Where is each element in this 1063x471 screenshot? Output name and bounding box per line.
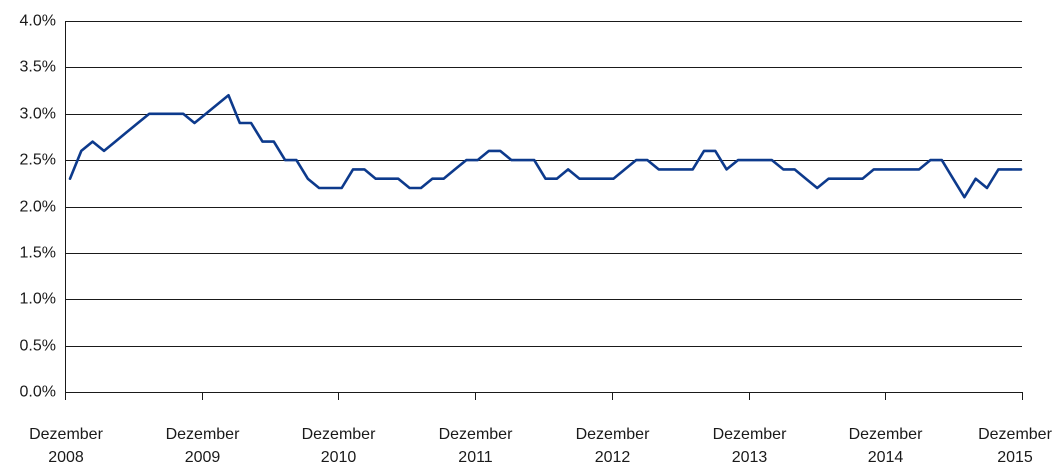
y-axis-tick-labels: 0.0% 0.5% 1.0% 1.5% 2.0% 2.5% 3.0% 3.5% 4.0%	[20, 13, 56, 401]
y-tick-label: 0.0%	[20, 384, 56, 401]
gridlines	[65, 21, 1022, 393]
x-tick-label-year: 2010	[321, 449, 357, 466]
x-tick-label-year: 2014	[868, 449, 904, 466]
y-tick-label: 0.5%	[20, 338, 56, 355]
x-axis: Dezember 2008 Dezember 2009 Dezember 2010 Deze…	[29, 21, 1053, 466]
series-layer	[68, 93, 1023, 199]
x-tick-label-month: Dezember	[166, 426, 240, 443]
y-tick-label: 4.0%	[20, 13, 56, 30]
x-tick-label-year: 2008	[48, 449, 84, 466]
x-tick-label-year: 2015	[997, 449, 1033, 466]
x-tick-label-year: 2012	[595, 449, 631, 466]
x-tick-label-month: Dezember	[439, 426, 513, 443]
y-tick-label: 1.5%	[20, 245, 56, 262]
series-line-0	[68, 93, 1023, 199]
x-tick-label-month: Dezember	[978, 426, 1052, 443]
x-tick-label-month: Dezember	[302, 426, 376, 443]
y-tick-label: 2.5%	[20, 152, 56, 169]
x-tick-label-month: Dezember	[29, 426, 103, 443]
x-tick-label-month: Dezember	[576, 426, 650, 443]
y-tick-label: 3.0%	[20, 106, 56, 123]
y-tick-label: 3.5%	[20, 59, 56, 76]
x-tick-label-year: 2011	[458, 449, 493, 466]
y-tick-label: 2.0%	[20, 199, 56, 216]
x-tick-label-year: 2013	[732, 449, 768, 466]
x-tick-label-year: 2009	[185, 449, 221, 466]
x-tick-label-month: Dezember	[713, 426, 787, 443]
x-tick-label-month: Dezember	[849, 426, 923, 443]
y-tick-label: 1.0%	[20, 291, 56, 308]
